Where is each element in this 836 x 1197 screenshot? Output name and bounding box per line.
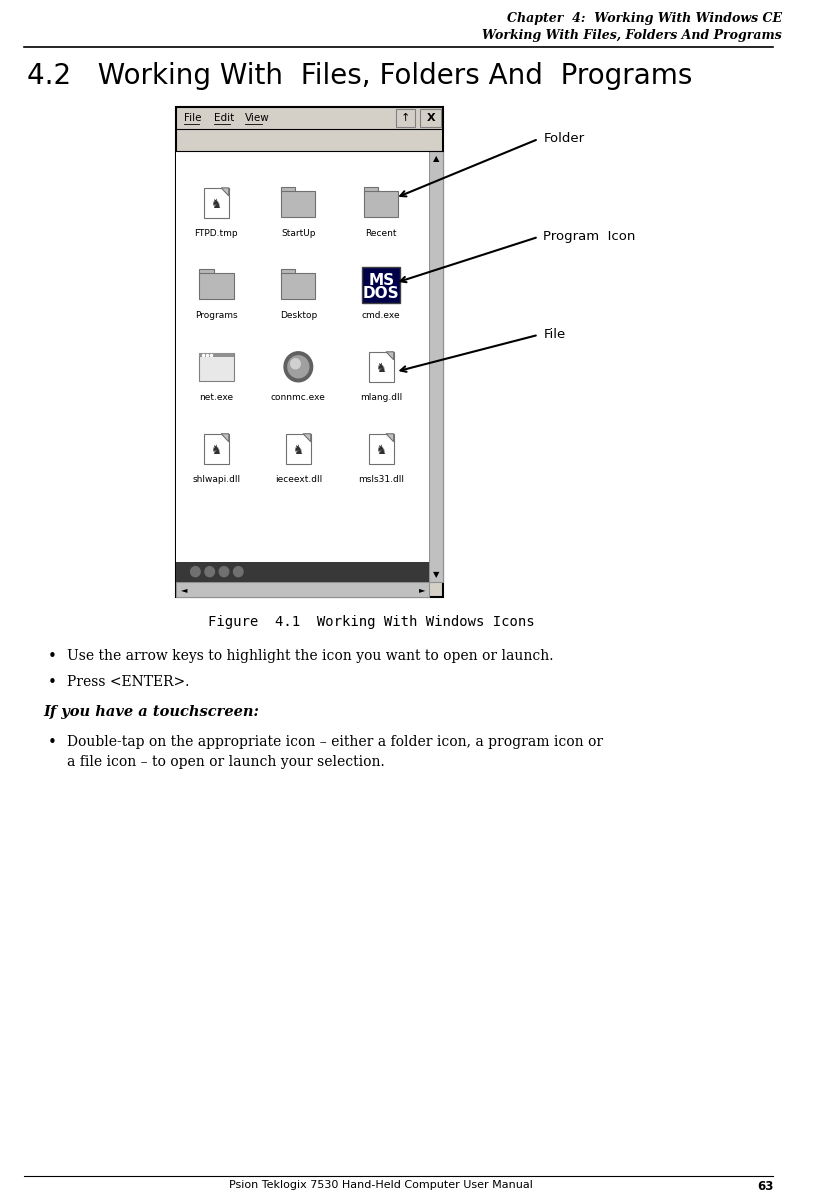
- FancyBboxPatch shape: [429, 151, 443, 582]
- Text: ieceext.dll: ieceext.dll: [275, 475, 322, 484]
- Text: ▲: ▲: [433, 154, 439, 164]
- Text: ◄: ◄: [181, 584, 187, 594]
- Text: mlang.dll: mlang.dll: [360, 393, 402, 402]
- Text: •: •: [48, 675, 57, 689]
- Circle shape: [219, 566, 229, 577]
- Text: Use the arrow keys to highlight the icon you want to open or launch.: Use the arrow keys to highlight the icon…: [67, 649, 553, 663]
- Text: ♞: ♞: [375, 444, 386, 457]
- FancyBboxPatch shape: [369, 352, 394, 382]
- FancyBboxPatch shape: [199, 353, 233, 381]
- Text: Folder: Folder: [543, 133, 584, 145]
- Text: StartUp: StartUp: [281, 229, 315, 238]
- FancyBboxPatch shape: [176, 107, 443, 596]
- Text: Desktop: Desktop: [280, 311, 317, 320]
- FancyBboxPatch shape: [199, 269, 213, 275]
- Text: ♞: ♞: [292, 444, 303, 457]
- Text: Chapter  4:  Working With Windows CE: Chapter 4: Working With Windows CE: [507, 12, 782, 25]
- Text: MS: MS: [368, 273, 395, 288]
- Text: Psion Teklogix 7530 Hand-Held Computer User Manual: Psion Teklogix 7530 Hand-Held Computer U…: [229, 1180, 533, 1190]
- Text: connmc.exe: connmc.exe: [271, 393, 326, 402]
- FancyBboxPatch shape: [364, 187, 379, 193]
- Text: ♞: ♞: [210, 444, 221, 457]
- Circle shape: [233, 566, 243, 577]
- Text: cmd.exe: cmd.exe: [362, 311, 400, 320]
- Text: File: File: [184, 113, 201, 123]
- Text: Programs: Programs: [195, 311, 237, 320]
- Polygon shape: [284, 352, 313, 382]
- Text: 4.2   Working With  Files, Folders And  Programs: 4.2 Working With Files, Folders And Prog…: [27, 62, 692, 90]
- Text: Press <ENTER>.: Press <ENTER>.: [67, 675, 189, 688]
- Text: ♞: ♞: [375, 363, 386, 376]
- Text: View: View: [245, 113, 270, 123]
- FancyBboxPatch shape: [362, 267, 400, 303]
- Text: •: •: [48, 735, 57, 749]
- Polygon shape: [222, 188, 229, 196]
- Text: ↑: ↑: [400, 113, 410, 123]
- Text: ▼: ▼: [433, 570, 439, 579]
- Text: msls31.dll: msls31.dll: [359, 475, 405, 484]
- FancyBboxPatch shape: [364, 190, 399, 217]
- FancyBboxPatch shape: [281, 269, 295, 275]
- Text: ♞: ♞: [210, 199, 221, 212]
- FancyBboxPatch shape: [204, 433, 229, 463]
- Polygon shape: [288, 356, 308, 378]
- Text: Double-tap on the appropriate icon – either a folder icon, a program icon or: Double-tap on the appropriate icon – eit…: [67, 735, 603, 748]
- Polygon shape: [303, 433, 311, 442]
- Text: Working With Files, Folders And Programs: Working With Files, Folders And Programs: [482, 29, 782, 42]
- FancyBboxPatch shape: [199, 273, 233, 299]
- Text: X: X: [426, 113, 435, 123]
- Text: Edit: Edit: [215, 113, 235, 123]
- Text: ►: ►: [419, 584, 426, 594]
- Text: DOS: DOS: [363, 286, 400, 302]
- Text: net.exe: net.exe: [199, 393, 233, 402]
- FancyBboxPatch shape: [199, 353, 233, 357]
- Text: File: File: [543, 328, 565, 341]
- FancyBboxPatch shape: [395, 109, 415, 127]
- FancyBboxPatch shape: [369, 433, 394, 463]
- FancyBboxPatch shape: [281, 190, 315, 217]
- Text: 63: 63: [757, 1180, 774, 1193]
- Text: If you have a touchscreen:: If you have a touchscreen:: [43, 705, 259, 718]
- FancyBboxPatch shape: [281, 187, 295, 193]
- Polygon shape: [386, 352, 394, 360]
- FancyBboxPatch shape: [204, 188, 229, 218]
- Text: FTPD.tmp: FTPD.tmp: [195, 229, 238, 238]
- Text: Program  Icon: Program Icon: [543, 230, 635, 243]
- FancyBboxPatch shape: [176, 151, 429, 561]
- Polygon shape: [291, 359, 300, 369]
- FancyBboxPatch shape: [421, 109, 441, 127]
- FancyBboxPatch shape: [176, 582, 429, 596]
- FancyBboxPatch shape: [286, 433, 311, 463]
- FancyBboxPatch shape: [176, 561, 429, 582]
- Text: Figure  4.1  Working With Windows Icons: Figure 4.1 Working With Windows Icons: [208, 614, 535, 628]
- FancyBboxPatch shape: [281, 273, 315, 299]
- Circle shape: [191, 566, 200, 577]
- Polygon shape: [386, 433, 394, 442]
- Polygon shape: [222, 433, 229, 442]
- Text: •: •: [48, 649, 57, 663]
- Text: shlwapi.dll: shlwapi.dll: [192, 475, 241, 484]
- Text: a file icon – to open or launch your selection.: a file icon – to open or launch your sel…: [67, 754, 385, 768]
- Text: Recent: Recent: [365, 229, 397, 238]
- Circle shape: [205, 566, 215, 577]
